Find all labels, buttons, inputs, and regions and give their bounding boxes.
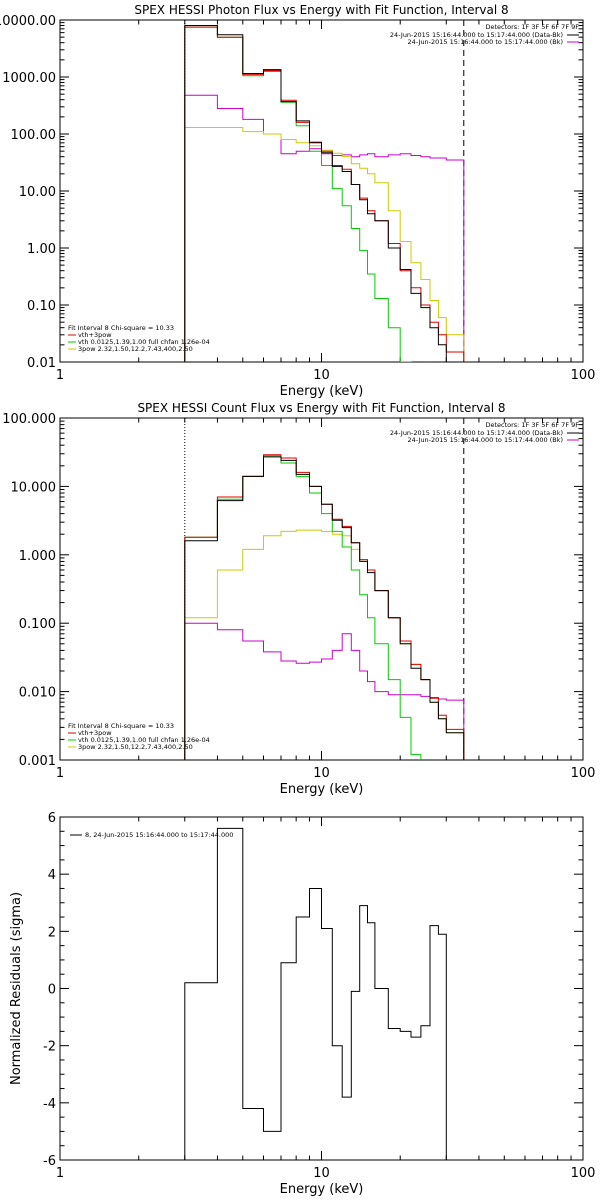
legend-entry: vth 0.0125,1.39,1.00 full chfan 1.26e-04	[78, 338, 210, 346]
panel-count: SPEX HESSI Count Flux vs Energy with Fit…	[2, 401, 595, 797]
y-tick-label: 10.000	[11, 480, 57, 495]
y-tick-label: 0.010	[19, 686, 56, 701]
legend-entry: 3pow 2.32,1.50,12.2,7.43,400,2.50	[78, 345, 193, 353]
y-axis-label: Normalized Residuals (sigma)	[9, 892, 24, 1085]
x-axis-ticks	[59, 817, 572, 1160]
y-tick-label: 1000.00	[2, 71, 56, 86]
legend-entry: 3pow 2.32,1.50,12.2,7.43,400,2.50	[78, 743, 193, 751]
y-tick-label: -6	[43, 1154, 56, 1169]
series-line-vth	[184, 26, 412, 362]
y-axis-ticks	[60, 22, 583, 363]
x-tick-label: 1	[56, 1166, 64, 1181]
y-tick-label: 6	[48, 811, 56, 826]
x-tick-label: 10	[313, 1166, 330, 1181]
x-axis-ticks	[59, 20, 572, 362]
x-axis-label: Energy (keV)	[280, 384, 364, 399]
legend-entry: 8, 24-Jun-2015 15:16:44.000 to 15:17:44.…	[85, 831, 233, 839]
y-tick-label: -4	[43, 1097, 56, 1112]
x-axis-label: Energy (keV)	[280, 782, 364, 797]
y-tick-label: 4	[48, 868, 56, 883]
series-line-data-bk	[184, 456, 465, 760]
series-line-3pow	[184, 529, 465, 760]
legend-entry: vth+3pow	[78, 331, 112, 339]
plot-frame	[59, 816, 584, 1161]
header-interval-label: 24-Jun-2015 15:16:44.000 to 15:17:44.000…	[408, 38, 563, 46]
y-tick-label: 0.10	[27, 299, 56, 314]
plot-title: SPEX HESSI Photon Flux vs Energy with Fi…	[134, 3, 508, 17]
y-tick-label: 10000.00	[0, 14, 56, 29]
legend-entry: vth 0.0125,1.39,1.00 full chfan 1.26e-04	[78, 736, 210, 744]
x-tick-label: 10	[313, 766, 330, 781]
x-axis-label: Energy (keV)	[280, 1182, 364, 1197]
x-tick-label: 1	[56, 368, 64, 383]
legend-entry: vth+3pow	[78, 729, 112, 737]
y-tick-label: 0.001	[19, 754, 56, 769]
y-tick-label: 10.00	[19, 185, 56, 200]
series-line-data-bk	[184, 25, 465, 362]
y-tick-label: 1.000	[19, 549, 56, 564]
header-interval-label: 24-Jun-2015 15:16:44.000 to 15:17:44.000…	[390, 31, 563, 39]
series-group	[184, 454, 465, 760]
x-tick-label: 1	[56, 766, 64, 781]
y-axis-ticks	[60, 420, 583, 761]
y-tick-label: 0	[48, 983, 56, 998]
series-group	[184, 827, 447, 1160]
y-axis-ticks	[60, 816, 583, 1161]
x-tick-label: 100	[571, 766, 596, 781]
detectors-label: Detectors: 1F 3F 5F 6F 7F 9F	[485, 23, 579, 31]
series-line-vth	[184, 455, 422, 760]
series-line-bk	[184, 622, 465, 760]
series-group	[184, 25, 465, 362]
panel-photon: SPEX HESSI Photon Flux vs Energy with Fi…	[0, 3, 595, 399]
y-tick-label: 0.100	[19, 617, 56, 632]
plot-frame	[59, 19, 584, 363]
y-tick-label: 100.000	[2, 412, 56, 427]
legend-fit-info: Fit Interval 8 Chi-square = 10.33	[68, 324, 174, 332]
plot-frame	[59, 417, 584, 761]
y-tick-label: 100.00	[11, 128, 57, 143]
header-interval-label: 24-Jun-2015 15:16:44.000 to 15:17:44.000…	[390, 429, 563, 437]
x-tick-label: 100	[571, 1166, 596, 1181]
y-tick-label: 2	[48, 925, 56, 940]
y-tick-label: 0.01	[27, 356, 56, 371]
x-tick-label: 10	[313, 368, 330, 383]
series-line-8-24-jun-2015-15-16-44-000-to-15-17-44-000	[184, 827, 447, 1160]
plot-title: SPEX HESSI Count Flux vs Energy with Fit…	[137, 401, 505, 415]
x-axis-ticks	[59, 418, 572, 760]
y-tick-label: -2	[43, 1040, 56, 1055]
panel-resid: 1 10 100 Energy (keV) -6 -4 -2 0 2 4 6 Normalized R…	[9, 811, 595, 1197]
series-line-3pow	[184, 127, 465, 362]
series-line-bk	[184, 94, 465, 362]
y-tick-label: 1.00	[27, 242, 56, 257]
detectors-label: Detectors: 1F 3F 5F 6F 7F 9F	[485, 421, 579, 429]
header-interval-label: 24-Jun-2015 15:16:44.000 to 15:17:44.000…	[408, 436, 563, 444]
series-line-vth-3pow	[184, 26, 465, 362]
x-tick-label: 100	[571, 368, 596, 383]
series-line-vth-3pow	[184, 454, 465, 760]
legend-fit-info: Fit Interval 8 Chi-square = 10.33	[68, 722, 174, 730]
